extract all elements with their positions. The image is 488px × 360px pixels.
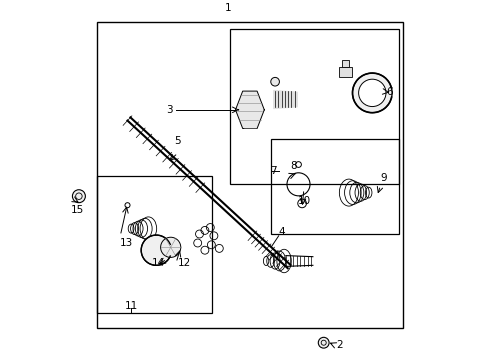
Circle shape [270, 77, 279, 86]
Text: 11: 11 [124, 301, 138, 311]
Circle shape [72, 190, 85, 203]
Bar [341, 60, 348, 67]
Text: 10: 10 [297, 196, 310, 206]
Circle shape [352, 73, 391, 113]
Circle shape [358, 79, 385, 107]
Text: 3: 3 [165, 105, 172, 115]
Bar [97, 176, 212, 313]
Circle shape [318, 337, 328, 348]
Text: 9: 9 [380, 173, 386, 183]
Text: 15: 15 [70, 205, 83, 215]
Text: 6: 6 [386, 87, 392, 97]
Bar [97, 22, 402, 328]
Polygon shape [235, 91, 264, 129]
Text: 7: 7 [270, 166, 276, 176]
Text: 2: 2 [336, 340, 342, 350]
Bar [338, 67, 351, 77]
Text: 5: 5 [174, 136, 181, 146]
Text: 13: 13 [120, 238, 133, 248]
Text: 4: 4 [278, 227, 285, 237]
Bar [271, 139, 399, 234]
Text: 14: 14 [152, 258, 165, 268]
Circle shape [141, 235, 171, 265]
Text: 12: 12 [178, 258, 191, 268]
Bar [230, 29, 399, 184]
Text: 8: 8 [289, 161, 296, 171]
Circle shape [160, 237, 181, 257]
Text: 1: 1 [224, 3, 231, 13]
